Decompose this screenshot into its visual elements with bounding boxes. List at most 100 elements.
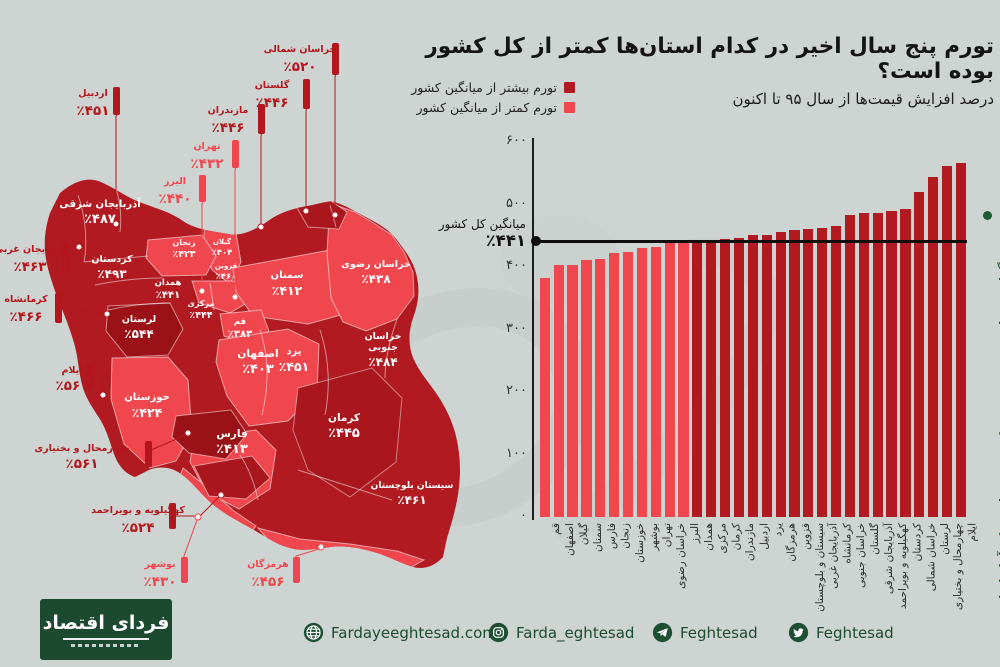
leader-node-کرمانشاه (103, 310, 111, 318)
footer-link-farda_eghtesad[interactable]: Farda_eghtesad (488, 622, 634, 643)
leader-line-تهران (234, 167, 236, 294)
bar-لرستان (928, 177, 939, 517)
bar-خراسان رضوی (664, 243, 675, 517)
bar-اصفهان (553, 265, 564, 517)
x-axis-label: همدان (702, 523, 715, 551)
bar-البرز (678, 242, 689, 517)
map-province-value: ٪۴۳۸ (361, 272, 391, 286)
footer-link-feghtesad[interactable]: Feghtesad (788, 622, 894, 643)
legend-label: تورم کمتر از میانگین کشور (416, 99, 557, 115)
callout-marker-چهارمحال و بختیاری (145, 441, 152, 467)
footer-link-fardayeeghtesad.com[interactable]: Fardayeeghtesad.com (303, 622, 497, 643)
map-label-قم: قم ٪۳۸۳ (228, 317, 252, 340)
province-kohgiluyeh (193, 455, 271, 500)
x-axis-label: بوشهر (647, 523, 660, 551)
callout-marker-کرمانشاه (55, 293, 62, 323)
x-axis-label: زنجان (619, 523, 632, 549)
map-province-name: مرکزی (187, 299, 215, 308)
x-axis-label: البرز (689, 523, 702, 544)
map-province-name: سمنان (270, 270, 304, 281)
map-province-value: ٪۴۴۱ (155, 290, 181, 301)
chart-subtitle: درصد افزایش قیمت‌ها از سال ۹۵ تا اکنون (732, 90, 995, 108)
callout-name-مازندران: مازندران (207, 105, 249, 116)
y-axis-tick-label: ۲۰۰ (506, 383, 527, 398)
bar-خراسان جنوبی (844, 214, 856, 517)
y-axis-tick-label: ۱۰۰ (506, 445, 527, 461)
average-line (533, 240, 967, 243)
callout-name-گلستان: گلستان (254, 80, 290, 91)
map-province-name: قزوین (214, 262, 238, 270)
map-province-name: لرستان (121, 314, 157, 325)
map-province-name: جنوبی (368, 342, 398, 353)
map-province-name: کرمان (327, 412, 361, 424)
map-label-همدان: همدان ٪۴۴۱ (155, 278, 182, 301)
bar-سمنان (581, 259, 592, 517)
bar-یزد (761, 235, 772, 517)
x-axis-label: ایلام (966, 523, 979, 542)
callout-marker-مازندران (258, 104, 265, 134)
leader-line-گلستان (305, 108, 307, 208)
instagram-icon (488, 622, 509, 643)
map-label-خراسان جنوبی: خراسان جنوبی ٪۴۸۴ (364, 331, 401, 369)
y-axis-tick-label: ۴۰۰ (506, 258, 527, 273)
average-label: میانگین کل کشور (438, 217, 526, 231)
x-axis-label: فارس (605, 523, 618, 550)
x-axis-label: قم (550, 523, 563, 536)
map-province-value: ٪۵۴۴ (124, 327, 154, 341)
map-label-سیستان بلوچستان: سیستان بلوچستان ٪۴۶۱ (371, 481, 454, 507)
callout-name-البرز: البرز (163, 176, 187, 187)
leader-node-خراسان شمالی (331, 211, 339, 219)
footer-link-feghtesad[interactable]: Feghtesad (652, 622, 758, 643)
map-province-name: قم (233, 317, 247, 327)
telegram-icon (652, 622, 673, 643)
map-province-value: ٪۴۲۴ (131, 405, 163, 420)
callout-marker-گلستان (303, 79, 310, 109)
map-province-name: سیستان بلوچستان (370, 481, 454, 491)
x-axis-label: مازندران (744, 523, 757, 562)
map-province-value: ٪۴۸۴ (368, 355, 398, 369)
map-province-name: فارس (216, 428, 248, 440)
map-province-value: ٪۴۴۵ (328, 426, 360, 441)
x-axis-label: کرمانشاه (841, 523, 854, 564)
leader-node-بوشهر (194, 513, 202, 521)
leader-line-اردبیل (115, 114, 117, 221)
leader-node-تهران (231, 293, 239, 301)
callout-name-کهگیلویه و بویراحمد: کهگیلویه و بویراحمد (91, 505, 185, 516)
bar-آذربایجان شرقی (872, 212, 883, 517)
map-label-فارس: فارس ٪۴۱۳ (216, 428, 248, 457)
bar-مازندران (733, 238, 745, 517)
map-province-value: ٪۴۶۱ (397, 493, 427, 507)
bar-زنجان (609, 252, 620, 517)
leader-node-ایلام (99, 391, 107, 399)
legend-swatch-light (564, 101, 575, 113)
callout-marker-کهگیلویه و بویراحمد (169, 503, 176, 529)
map-province-value: ٪۴۵۱ (278, 359, 310, 374)
map-province-name: خوزستان (124, 392, 170, 403)
y-axis-tick-label: ۳۰۰ (506, 320, 527, 336)
callout-name-خراسان شمالی: خراسان شمالی (263, 44, 337, 55)
map-label-آذربایجان شرقی: آذربایجان شرقی ٪۴۸۷ (59, 199, 140, 227)
x-axis-label: یزد (772, 523, 785, 537)
callout-name-ایلام: ایلام (61, 365, 83, 376)
map-province-name: کردستان (91, 254, 133, 265)
leader-node-چهارمحال و بختیاری (184, 429, 192, 437)
x-axis-label: سیستان و بلوچستان (813, 523, 826, 612)
map-label-مرکزی: مرکزی ٪۴۴۴ (188, 299, 215, 321)
leader-node-کهگیلویه و بویراحمد (217, 491, 225, 499)
callout-value-آذربایجان غربی: ٪۴۶۳ (13, 259, 47, 275)
x-axis-label: قزوین (799, 523, 812, 550)
map-label-سمنان: سمنان ٪۴۱۲ (271, 270, 304, 298)
callout-marker-البرز (199, 175, 206, 202)
map-province-name: یزد (286, 346, 302, 357)
bar-قم (539, 277, 550, 517)
leader-node-گلستان (302, 207, 310, 215)
province-shapes (77, 184, 426, 568)
callout-value-تهران: ٪۴۳۲ (190, 156, 224, 172)
bar-گیلان (567, 264, 578, 517)
bar-کرمانشاه (830, 225, 842, 517)
x-axis-label: کرمان (730, 523, 743, 551)
map-province-value: ٪۴۹۳ (97, 267, 127, 281)
y-axis-line (532, 138, 534, 520)
bar-سیستان و بلوچستان (803, 228, 814, 517)
